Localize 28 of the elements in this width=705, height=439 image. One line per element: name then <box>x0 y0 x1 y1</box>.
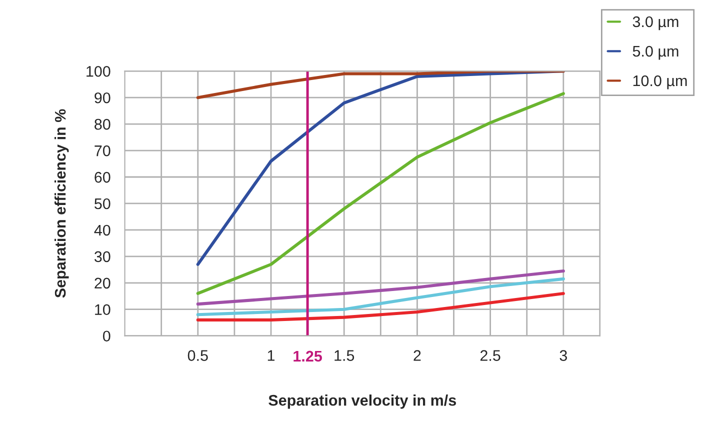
line-series <box>196 292 565 322</box>
y-tick-label: 60 <box>94 172 110 183</box>
y-tick-label: 20 <box>94 278 110 289</box>
ref-line-label: 1.25 <box>294 350 322 362</box>
y-tick-label: 10 <box>95 304 110 316</box>
y-tick-label: 100 <box>86 66 110 77</box>
legend-label: 10.0 µm <box>633 75 687 90</box>
y-tick-label: 50 <box>94 198 110 210</box>
x-tick-label: 0.5 <box>188 350 208 361</box>
y-tick-label: 70 <box>94 145 110 156</box>
x-tick-label: 1.5 <box>334 350 354 361</box>
y-tick-label: 30 <box>94 251 110 262</box>
y-tick-label: 40 <box>94 224 110 236</box>
x-tick-label: 3 <box>560 350 567 361</box>
y-tick-label: 80 <box>94 118 110 130</box>
y-tick-label: 0 <box>102 330 110 342</box>
line-series <box>196 71 565 100</box>
x-tick-label: 2.5 <box>480 350 500 361</box>
x-tick-label: 1 <box>268 350 274 361</box>
y-axis-title: Separation efficiency in % <box>54 109 69 298</box>
legend-label: 3.0 µm <box>632 16 678 30</box>
line-series <box>196 277 565 316</box>
x-tick-label: 2 <box>414 350 421 361</box>
y-tick-label: 90 <box>94 92 110 104</box>
legend-label: 5.0 µm <box>632 46 678 60</box>
x-axis-title: Separation velocity in m/s <box>268 394 456 409</box>
line-series <box>196 269 565 306</box>
line-series <box>196 92 565 296</box>
